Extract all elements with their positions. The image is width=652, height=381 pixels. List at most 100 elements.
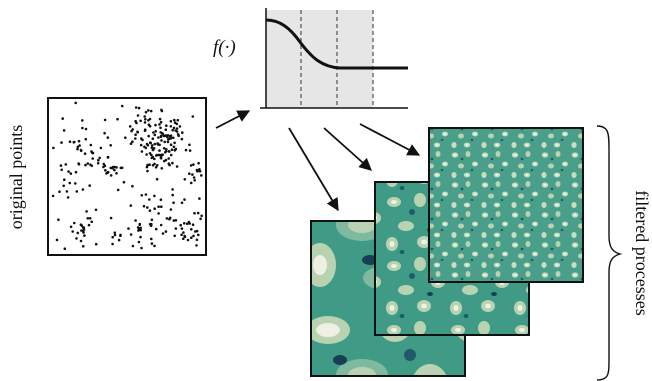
point bbox=[146, 144, 150, 147]
point bbox=[67, 170, 70, 173]
point bbox=[159, 126, 162, 130]
point bbox=[144, 110, 148, 114]
point bbox=[84, 127, 88, 131]
point bbox=[184, 148, 188, 152]
point bbox=[89, 143, 93, 147]
point bbox=[59, 164, 63, 167]
point bbox=[79, 239, 83, 243]
point bbox=[153, 207, 156, 210]
point bbox=[180, 137, 184, 141]
point bbox=[195, 244, 198, 247]
point bbox=[150, 153, 153, 157]
point bbox=[156, 143, 160, 146]
point bbox=[153, 244, 156, 248]
point bbox=[190, 236, 193, 239]
point bbox=[76, 147, 79, 151]
point bbox=[76, 231, 80, 235]
point bbox=[90, 164, 94, 168]
point bbox=[143, 145, 146, 149]
point bbox=[175, 127, 179, 130]
point bbox=[127, 227, 130, 230]
point bbox=[106, 136, 110, 139]
point bbox=[155, 153, 159, 157]
point bbox=[106, 171, 109, 174]
point bbox=[137, 240, 141, 244]
point bbox=[87, 223, 91, 227]
point bbox=[94, 208, 98, 212]
point bbox=[134, 106, 138, 109]
point bbox=[113, 233, 117, 237]
point bbox=[82, 228, 86, 231]
point bbox=[119, 166, 123, 170]
point bbox=[172, 219, 176, 222]
point bbox=[188, 172, 191, 175]
point bbox=[160, 109, 164, 113]
point bbox=[159, 134, 163, 138]
point bbox=[193, 211, 196, 215]
point bbox=[109, 216, 113, 220]
point bbox=[154, 130, 157, 133]
point bbox=[165, 124, 168, 127]
point bbox=[180, 227, 184, 230]
point bbox=[159, 198, 163, 201]
filter-function-label: f(·) bbox=[213, 37, 236, 58]
point bbox=[200, 214, 203, 218]
point bbox=[73, 221, 76, 225]
point bbox=[63, 247, 67, 250]
point bbox=[75, 190, 79, 193]
point bbox=[84, 163, 87, 167]
arrow-to-fine bbox=[359, 123, 421, 156]
point bbox=[155, 177, 159, 181]
point bbox=[147, 109, 150, 112]
point bbox=[194, 230, 197, 233]
point bbox=[163, 140, 166, 144]
point bbox=[159, 156, 163, 160]
point bbox=[77, 162, 80, 165]
point bbox=[134, 219, 137, 222]
point bbox=[175, 122, 179, 126]
point bbox=[72, 141, 76, 144]
point bbox=[147, 123, 151, 126]
point bbox=[161, 153, 164, 156]
point bbox=[111, 242, 114, 246]
point bbox=[198, 168, 201, 171]
point bbox=[61, 117, 64, 120]
point bbox=[115, 166, 118, 169]
point bbox=[168, 150, 171, 153]
point bbox=[145, 153, 148, 156]
point bbox=[151, 137, 155, 140]
point bbox=[96, 161, 100, 165]
point bbox=[182, 231, 185, 234]
point bbox=[175, 165, 179, 168]
point bbox=[129, 204, 133, 207]
point bbox=[143, 129, 147, 132]
point bbox=[103, 131, 106, 135]
point bbox=[88, 184, 91, 187]
point bbox=[159, 154, 162, 157]
point bbox=[129, 233, 133, 236]
point bbox=[83, 234, 86, 237]
point bbox=[143, 121, 147, 124]
point bbox=[154, 166, 158, 169]
point bbox=[186, 238, 190, 242]
point bbox=[150, 218, 154, 222]
point bbox=[191, 173, 194, 176]
point bbox=[145, 165, 149, 169]
point bbox=[157, 205, 160, 208]
point bbox=[55, 238, 59, 242]
original-points-box bbox=[47, 97, 207, 256]
point bbox=[187, 220, 191, 224]
point bbox=[109, 174, 113, 177]
point bbox=[148, 209, 152, 212]
point bbox=[139, 143, 143, 147]
point bbox=[111, 165, 115, 169]
point bbox=[116, 117, 119, 121]
point bbox=[149, 109, 153, 113]
point bbox=[78, 144, 81, 147]
point bbox=[165, 148, 168, 151]
point bbox=[157, 136, 160, 139]
point bbox=[171, 188, 174, 191]
point bbox=[74, 170, 78, 174]
point bbox=[180, 233, 183, 237]
point bbox=[197, 233, 200, 237]
